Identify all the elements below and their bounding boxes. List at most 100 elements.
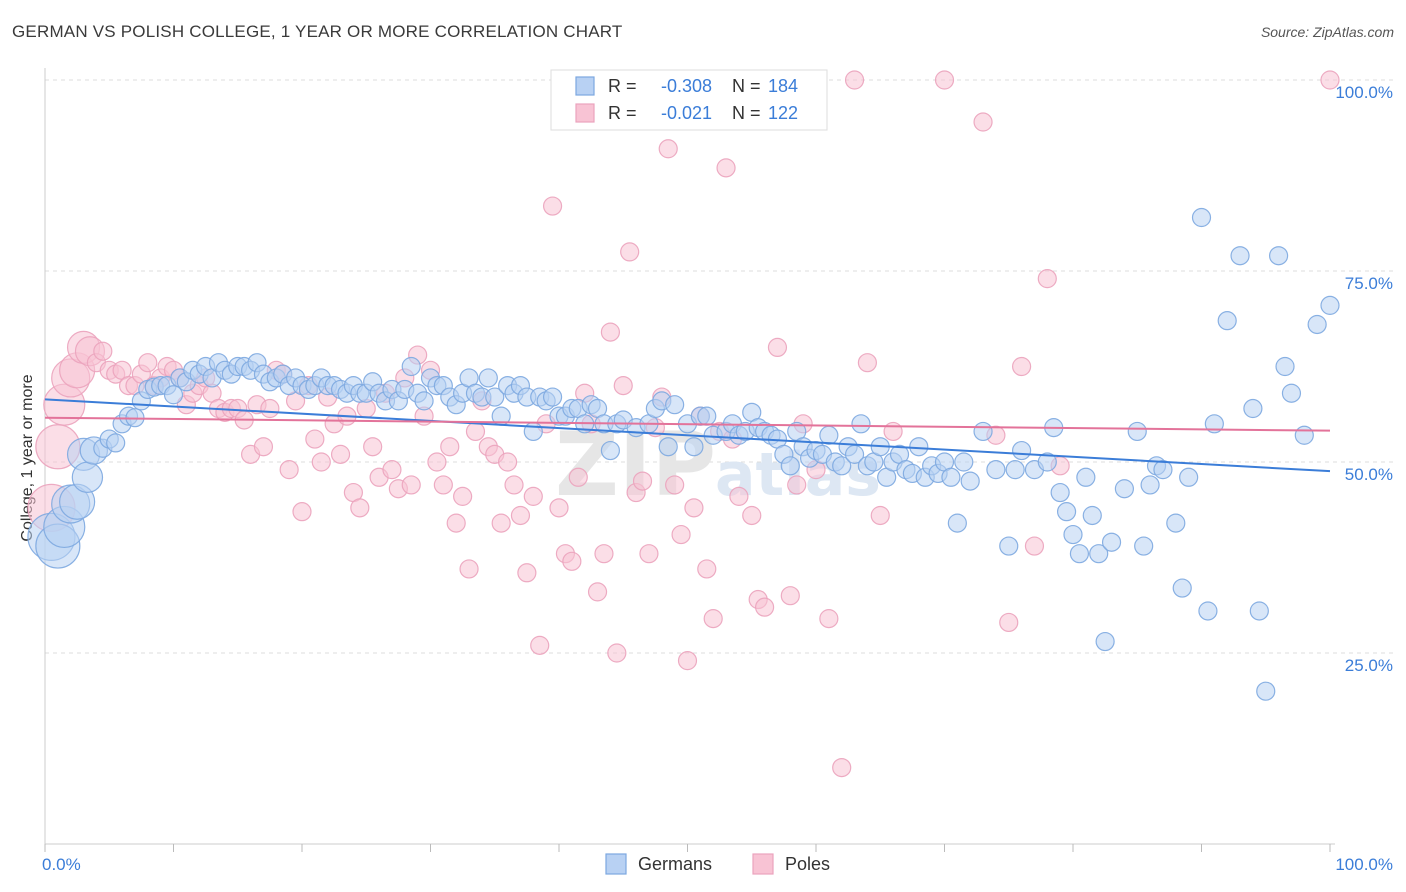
poles-point	[620, 242, 640, 262]
poles-point	[934, 70, 955, 90]
poles-point	[401, 475, 421, 495]
series-legend-label: Germans	[638, 854, 712, 874]
poles-point	[453, 486, 473, 506]
germans-point	[1249, 601, 1269, 621]
legend-r-value: -0.308	[661, 76, 712, 96]
germans-point	[780, 456, 800, 476]
series-legend-label: Poles	[785, 854, 830, 874]
legend-r-label: R =	[608, 76, 637, 96]
germans-point	[1198, 601, 1218, 621]
germans-point	[1076, 467, 1096, 487]
germans-point	[1294, 425, 1314, 445]
germans-point	[1243, 398, 1263, 419]
poles-point	[671, 524, 691, 545]
poles-point	[491, 513, 511, 533]
poles-point	[260, 398, 280, 419]
germans-point	[1037, 452, 1057, 472]
poles-point	[330, 444, 351, 464]
germans-point	[832, 456, 852, 476]
germans-series	[27, 207, 1340, 701]
chart-title: GERMAN VS POLISH COLLEGE, 1 YEAR OR MORE…	[12, 22, 623, 41]
germans-point	[1191, 207, 1212, 228]
poles-point	[703, 609, 723, 629]
poles-point	[594, 544, 614, 564]
germans-point	[1069, 544, 1090, 564]
poles-point	[787, 475, 807, 495]
germans-point	[1307, 314, 1327, 335]
x-tick-label: 100.0%	[1335, 855, 1393, 874]
trend-lines	[44, 398, 1331, 473]
germans-point	[1166, 513, 1186, 533]
germans-point	[401, 356, 421, 377]
germans-point	[71, 461, 104, 493]
germans-point	[941, 467, 961, 487]
poles-point	[697, 559, 717, 579]
germans-point	[1050, 482, 1070, 503]
poles-point	[780, 586, 800, 606]
poles-point	[742, 505, 762, 526]
source-credit: Source: ZipAtlas.com	[1260, 24, 1394, 40]
legend-n-label: N =	[732, 76, 761, 96]
poles-point	[844, 70, 865, 90]
germans-point	[1281, 383, 1302, 403]
germans-point	[1101, 532, 1122, 552]
germans-point	[999, 536, 1019, 556]
germans-point	[697, 406, 717, 426]
germans-point	[658, 437, 678, 457]
poles-point	[138, 353, 158, 373]
poles-point	[363, 437, 383, 457]
germans-point	[1217, 311, 1237, 331]
germans-point	[1320, 295, 1340, 315]
legend-r-label: R =	[608, 103, 637, 123]
germans-point	[1268, 246, 1289, 266]
legend-box-frame	[550, 69, 828, 131]
germans-point	[1005, 460, 1025, 480]
poles-point	[279, 460, 299, 480]
germans-point	[947, 513, 967, 533]
poles-point	[542, 196, 563, 216]
germans-point	[600, 440, 621, 461]
poles-point	[819, 609, 839, 629]
poles-point	[632, 471, 653, 491]
germans-point	[1011, 440, 1032, 461]
poles-point	[517, 563, 537, 583]
y-tick-label: 100.0%	[1335, 83, 1393, 102]
germans-point	[1063, 524, 1083, 545]
x-tick-label: 0.0%	[42, 855, 81, 874]
poles-point	[870, 505, 890, 526]
poles-point	[613, 376, 633, 396]
poles-point	[433, 475, 453, 495]
legend-n-value: 122	[768, 103, 798, 123]
poles-point	[607, 643, 627, 663]
germans-point	[1172, 578, 1192, 598]
germans-point	[851, 414, 871, 434]
poles-point	[504, 475, 524, 495]
tick-labels: 25.0% 50.0% 75.0% 100.0% 0.0% 100.0%	[42, 83, 1393, 874]
germans-point	[523, 421, 543, 442]
germans-point	[1114, 479, 1135, 499]
germans-point	[106, 433, 126, 453]
germans-point	[1179, 467, 1199, 487]
poles-point	[600, 322, 621, 342]
series-legend: Germans Poles	[605, 853, 830, 875]
series-legend-swatch	[605, 853, 627, 875]
germans-point	[485, 387, 505, 407]
germans-point	[1230, 246, 1250, 266]
poles-point	[1024, 536, 1045, 556]
germans-point	[1095, 631, 1115, 652]
germans-point	[1134, 536, 1154, 556]
germans-point	[163, 385, 184, 405]
poles-point	[832, 757, 852, 778]
germans-point	[1056, 502, 1077, 522]
poles-point	[857, 353, 878, 373]
legend-swatch	[575, 76, 595, 96]
poles-point	[587, 582, 608, 602]
germans-point	[665, 395, 685, 415]
germans-point	[1204, 414, 1224, 434]
poles-point	[568, 467, 588, 487]
germans-point	[414, 391, 434, 411]
poles-point	[530, 635, 550, 655]
legend-swatch	[575, 103, 595, 123]
y-tick-label: 50.0%	[1345, 465, 1393, 484]
germans-point	[1082, 505, 1102, 526]
